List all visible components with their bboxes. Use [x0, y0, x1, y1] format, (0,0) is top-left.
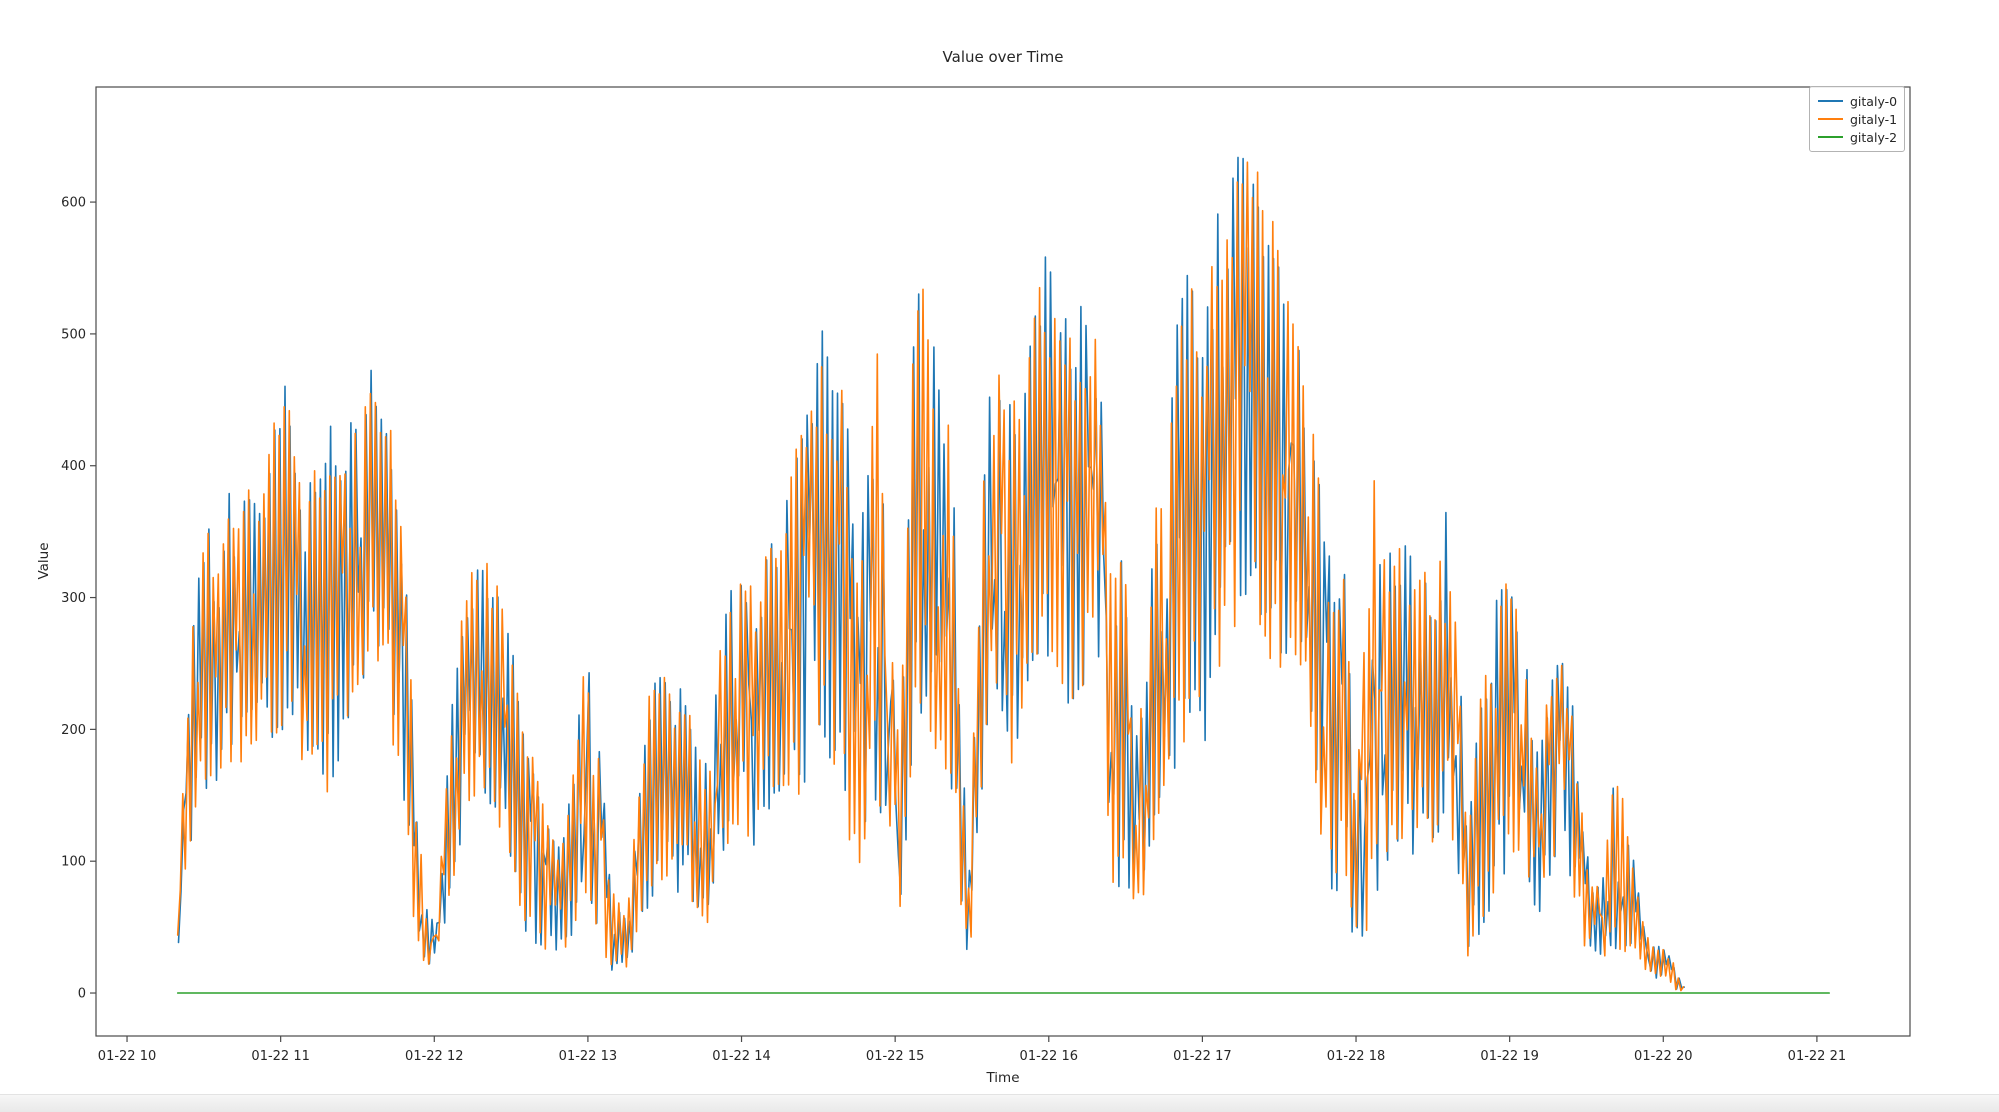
- chart-title: Value over Time: [943, 48, 1064, 66]
- y-tick-label: 400: [61, 459, 86, 474]
- legend-entry-gitaly-2: gitaly-2: [1818, 128, 1897, 146]
- legend-label: gitaly-0: [1850, 93, 1898, 109]
- y-tick-label: 600: [61, 196, 86, 211]
- y-tick-label: 100: [61, 855, 86, 870]
- y-tick-label: 300: [61, 591, 86, 606]
- x-tick-label: 01-22 18: [1327, 1049, 1385, 1064]
- legend-line-swatch: [1818, 100, 1843, 102]
- legend-entry-gitaly-1: gitaly-1: [1818, 110, 1897, 128]
- y-tick-label: 0: [78, 987, 86, 1002]
- legend-label: gitaly-1: [1850, 111, 1898, 127]
- x-tick-label: 01-22 17: [1173, 1049, 1231, 1064]
- x-tick-label: 01-22 15: [866, 1049, 924, 1064]
- x-tick-label: 01-22 11: [251, 1049, 309, 1064]
- legend-label: gitaly-2: [1850, 129, 1898, 145]
- plot-border: [95, 86, 1911, 1037]
- y-tick-label: 200: [61, 723, 86, 738]
- x-tick-label: 01-22 21: [1788, 1049, 1846, 1064]
- legend: gitaly-0 gitaly-1 gitaly-2: [1809, 86, 1905, 152]
- bottom-band: [0, 1094, 1999, 1112]
- x-tick-label: 01-22 19: [1480, 1049, 1538, 1064]
- axis-ticks: 01-22 10 01-22 11 01-22 12 01-22 13 01-22 14…: [61, 196, 1846, 1064]
- y-axis-label: Value: [36, 542, 52, 579]
- y-tick-label: 500: [61, 327, 86, 342]
- series-lines: [176, 156, 1830, 994]
- legend-line-swatch: [1818, 136, 1843, 138]
- x-tick-label: 01-22 13: [559, 1049, 617, 1064]
- legend-entry-gitaly-0: gitaly-0: [1818, 92, 1897, 110]
- x-tick-label: 01-22 10: [98, 1049, 156, 1064]
- x-tick-label: 01-22 16: [1020, 1049, 1078, 1064]
- x-axis-label: Time: [985, 1070, 1019, 1086]
- legend-line-swatch: [1818, 118, 1843, 120]
- x-tick-label: 01-22 20: [1634, 1049, 1692, 1064]
- x-tick-label: 01-22 14: [712, 1049, 770, 1064]
- series-line-gitaly-1: [176, 161, 1685, 992]
- x-tick-label: 01-22 12: [405, 1049, 463, 1064]
